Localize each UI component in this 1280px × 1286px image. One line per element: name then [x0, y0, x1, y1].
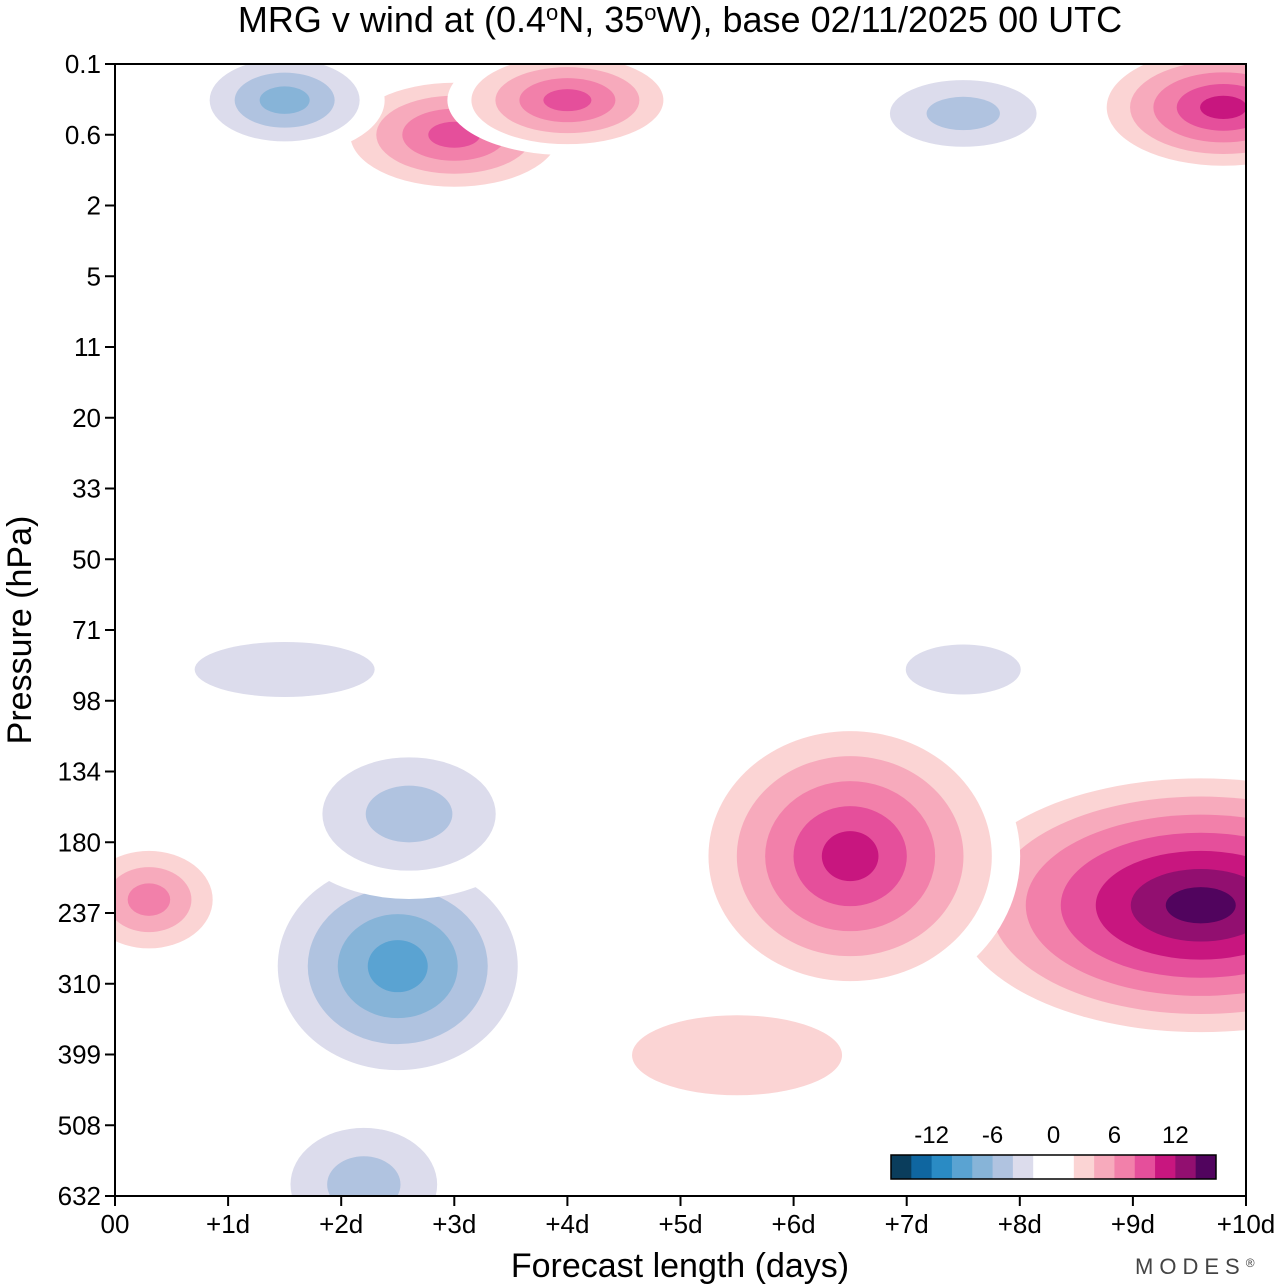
contour-fill-neg: [259, 86, 310, 114]
colorbar-label: -12: [914, 1122, 949, 1149]
colorbar-swatch: [1175, 1155, 1197, 1179]
y-tick-label: 11: [74, 332, 101, 362]
colorbar-swatch: [1114, 1155, 1136, 1179]
y-tick-label: 5: [87, 261, 101, 291]
contour-fills: [115, 64, 1246, 1196]
colorbar-swatch: [1094, 1155, 1115, 1179]
y-tick-label: 237: [58, 898, 101, 928]
colorbar-swatch: [931, 1155, 953, 1179]
colorbar-swatch: [1053, 1155, 1075, 1179]
colorbar-swatch: [1012, 1155, 1034, 1179]
contour-fill-neg: [327, 1156, 401, 1196]
contour-fill-neg: [905, 644, 1021, 695]
contour-fill-pos: [632, 1015, 843, 1096]
x-tick-label: +7d: [885, 1209, 929, 1239]
colorbar-swatch: [972, 1155, 994, 1179]
y-tick-label: 98: [72, 686, 101, 716]
contour-fill-neg: [194, 642, 375, 698]
colorbar-swatch: [992, 1155, 1014, 1179]
colorbar-swatch: [1134, 1155, 1156, 1179]
contour-fill-pos: [127, 883, 171, 916]
colorbar-label: -6: [982, 1122, 1003, 1149]
y-tick-label: 399: [58, 1040, 101, 1070]
brand-logo: MODES®: [1135, 1254, 1261, 1279]
colorbar-label: 12: [1162, 1122, 1189, 1149]
x-tick-label: +1d: [206, 1209, 250, 1239]
x-tick-label: +10d: [1217, 1209, 1276, 1239]
y-tick-label: 508: [58, 1110, 101, 1140]
colorbar-label: 0: [1047, 1122, 1060, 1149]
y-tick-label: 180: [58, 827, 101, 857]
colorbar-swatch: [911, 1155, 933, 1179]
contour-fill-pos: [821, 831, 879, 882]
chart-title: MRG v wind at (0.4oN, 35oW), base 02/11/…: [238, 0, 1122, 40]
contour-fill-neg: [926, 96, 1000, 131]
y-tick-label: 50: [72, 544, 101, 574]
x-tick-label: +6d: [772, 1209, 816, 1239]
contour-fill-neg: [365, 785, 453, 843]
contour-fill-pos: [1200, 95, 1246, 120]
colorbar-swatch: [891, 1155, 912, 1179]
y-tick-label: 0.1: [65, 49, 101, 79]
x-tick-label: +5d: [658, 1209, 702, 1239]
x-tick-label: +3d: [432, 1209, 476, 1239]
colorbar-frame: [890, 1154, 1217, 1180]
x-tick-label: +4d: [545, 1209, 589, 1239]
y-tick-label: 20: [72, 403, 101, 433]
y-tick-label: 2: [87, 191, 101, 221]
x-axis: 00 +1d +2d +3d +4d +5d +6d +7d +8d +9d +10d: [101, 1196, 1276, 1239]
colorbar: -12 -6 0 6 12: [890, 1122, 1217, 1180]
colorbar-swatch: [951, 1155, 973, 1179]
y-axis-label: Pressure (hPa): [1, 516, 39, 745]
x-tick-label: 00: [101, 1209, 130, 1239]
x-tick-label: +2d: [319, 1209, 363, 1239]
colorbar-swatch: [1195, 1155, 1217, 1179]
x-tick-label: +9d: [1111, 1209, 1155, 1239]
colorbar-swatch: [1155, 1155, 1176, 1179]
y-tick-label: 632: [58, 1181, 101, 1211]
y-tick-label: 310: [58, 969, 101, 999]
y-tick-label: 0.6: [65, 120, 101, 150]
colorbar-swatch: [1073, 1155, 1095, 1179]
y-tick-label: 71: [72, 615, 101, 645]
x-tick-label: +8d: [998, 1209, 1042, 1239]
y-axis: 0.1 0.6 2 5 11 20 33 50 71 98 134 180 237 310 399 508 63…: [58, 49, 115, 1211]
colorbar-swatch: [1033, 1155, 1054, 1179]
x-axis-label: Forecast length (days): [511, 1247, 849, 1285]
y-tick-label: 134: [58, 757, 101, 787]
y-tick-label: 33: [72, 474, 101, 504]
contour-fill-pos: [543, 89, 592, 112]
colorbar-label: 6: [1108, 1122, 1121, 1149]
contour-fill-neg: [367, 940, 428, 993]
contour-fill-pos: [1165, 887, 1236, 924]
